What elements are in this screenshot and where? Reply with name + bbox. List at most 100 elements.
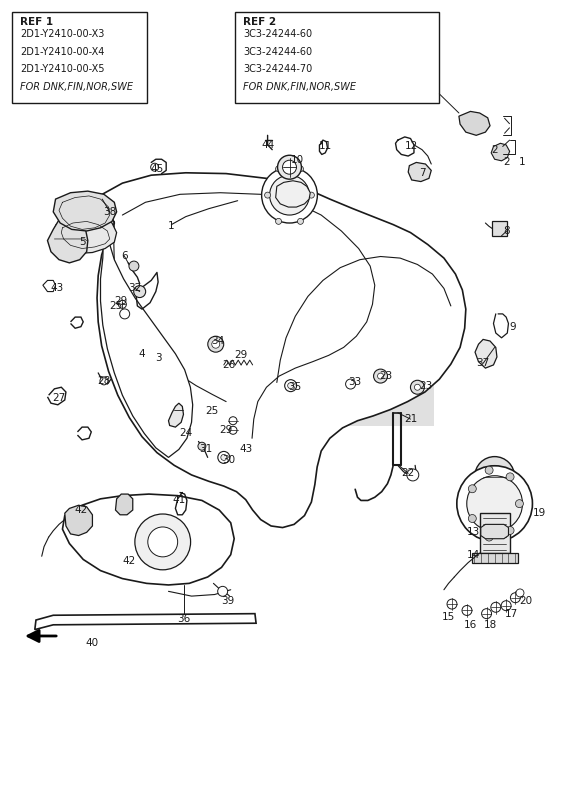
Bar [157, 306, 434, 426]
Circle shape [148, 527, 178, 557]
Circle shape [198, 442, 206, 450]
Text: 25: 25 [109, 301, 122, 311]
Text: 37: 37 [477, 358, 490, 368]
Polygon shape [481, 524, 508, 538]
Text: 27: 27 [52, 394, 65, 403]
Polygon shape [43, 281, 56, 291]
Text: 4: 4 [139, 349, 145, 358]
Circle shape [270, 175, 309, 215]
Text: 40: 40 [86, 638, 99, 648]
Circle shape [501, 601, 511, 610]
Polygon shape [187, 360, 209, 389]
Circle shape [120, 309, 130, 319]
Circle shape [129, 261, 139, 271]
Text: 42: 42 [74, 505, 87, 515]
Text: 24: 24 [179, 429, 192, 438]
Polygon shape [53, 215, 116, 254]
Bar [12, 12, 147, 103]
Text: 5: 5 [79, 237, 85, 247]
Text: 33: 33 [349, 378, 362, 387]
Circle shape [511, 593, 521, 602]
Text: 9: 9 [510, 322, 516, 332]
Text: 38: 38 [103, 207, 116, 217]
Polygon shape [65, 506, 93, 535]
Circle shape [506, 526, 514, 534]
Polygon shape [475, 339, 497, 368]
Text: 3C3-24244-60: 3C3-24244-60 [243, 46, 313, 57]
Text: 3C3-24244-70: 3C3-24244-70 [243, 64, 313, 74]
Polygon shape [492, 222, 507, 236]
Circle shape [288, 382, 294, 389]
Polygon shape [97, 173, 466, 527]
Text: REF 1: REF 1 [20, 17, 53, 27]
Text: 23: 23 [419, 381, 433, 390]
Text: MOTORCYCLE: MOTORCYCLE [299, 381, 395, 394]
Circle shape [378, 373, 383, 379]
Text: 23: 23 [380, 371, 393, 381]
Text: 2D1-Y2410-00-X4: 2D1-Y2410-00-X4 [20, 46, 105, 57]
Circle shape [280, 185, 299, 205]
Circle shape [298, 166, 303, 172]
Text: 8: 8 [503, 226, 510, 236]
Text: 12: 12 [405, 142, 418, 151]
Circle shape [134, 286, 146, 298]
Text: 3: 3 [155, 353, 162, 362]
Ellipse shape [122, 290, 295, 466]
Text: 43: 43 [239, 445, 252, 454]
Text: 18: 18 [483, 620, 497, 630]
Circle shape [212, 340, 219, 348]
Text: 30: 30 [222, 454, 235, 465]
Circle shape [457, 466, 533, 542]
Text: 3C3-24244-60: 3C3-24244-60 [243, 29, 313, 39]
Circle shape [468, 485, 477, 493]
Circle shape [135, 514, 190, 570]
Circle shape [277, 155, 302, 179]
Circle shape [447, 599, 457, 609]
Circle shape [285, 380, 296, 392]
Polygon shape [47, 217, 88, 263]
Text: 16: 16 [464, 620, 477, 630]
Text: 13: 13 [467, 527, 481, 538]
Text: 44: 44 [261, 140, 274, 150]
Text: 32: 32 [129, 283, 142, 294]
Text: 42: 42 [123, 556, 136, 566]
Polygon shape [459, 111, 490, 135]
Text: 11: 11 [319, 142, 332, 151]
Text: FOR DNK,FIN,NOR,SWE: FOR DNK,FIN,NOR,SWE [243, 82, 357, 92]
Text: 1: 1 [168, 222, 175, 231]
Text: 22: 22 [402, 468, 415, 478]
Polygon shape [53, 191, 116, 231]
Text: 36: 36 [177, 614, 190, 624]
Circle shape [208, 336, 223, 352]
Text: 31: 31 [199, 445, 212, 454]
Circle shape [415, 384, 420, 390]
Circle shape [411, 380, 424, 394]
Text: REF 2: REF 2 [243, 17, 277, 27]
Text: 10: 10 [291, 155, 304, 165]
Circle shape [468, 514, 477, 522]
Circle shape [221, 454, 227, 460]
Text: 19: 19 [532, 508, 545, 518]
Circle shape [475, 457, 515, 497]
Circle shape [373, 369, 387, 383]
Circle shape [100, 377, 108, 385]
Polygon shape [408, 162, 431, 182]
Text: 35: 35 [289, 382, 302, 392]
Circle shape [276, 218, 281, 224]
Polygon shape [101, 225, 193, 458]
Circle shape [407, 469, 419, 481]
Text: 43: 43 [50, 283, 63, 294]
Circle shape [482, 609, 492, 618]
Text: 45: 45 [151, 164, 164, 174]
Polygon shape [479, 514, 510, 553]
Text: 26: 26 [222, 360, 236, 370]
Polygon shape [491, 143, 510, 161]
Circle shape [262, 167, 317, 223]
Text: 17: 17 [505, 609, 518, 618]
Circle shape [346, 379, 356, 389]
Polygon shape [35, 614, 256, 630]
Text: 2: 2 [492, 145, 498, 154]
Circle shape [119, 300, 126, 308]
Text: 29: 29 [219, 426, 232, 435]
Text: 34: 34 [211, 336, 225, 346]
